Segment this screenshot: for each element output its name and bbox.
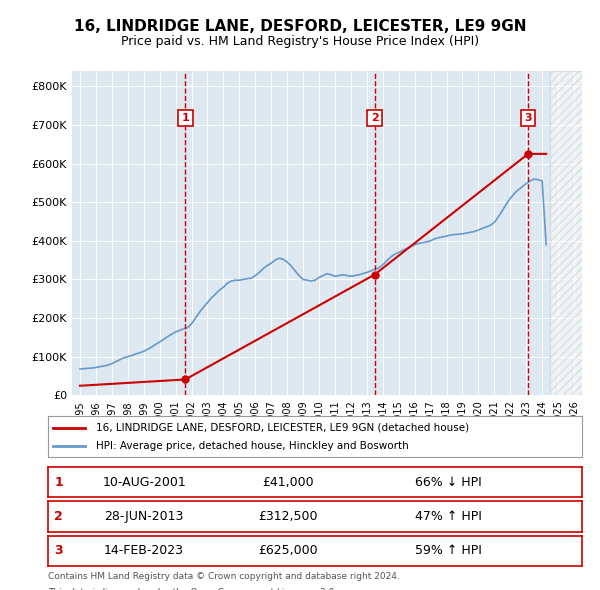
Text: 2: 2 bbox=[55, 510, 63, 523]
Text: £625,000: £625,000 bbox=[259, 544, 318, 557]
Text: 16, LINDRIDGE LANE, DESFORD, LEICESTER, LE9 9GN: 16, LINDRIDGE LANE, DESFORD, LEICESTER, … bbox=[74, 19, 526, 34]
Text: Contains HM Land Registry data © Crown copyright and database right 2024.: Contains HM Land Registry data © Crown c… bbox=[48, 572, 400, 581]
Text: 28-JUN-2013: 28-JUN-2013 bbox=[104, 510, 184, 523]
Text: 3: 3 bbox=[524, 113, 532, 123]
Text: 3: 3 bbox=[55, 544, 63, 557]
Text: £312,500: £312,500 bbox=[259, 510, 318, 523]
Text: 59% ↑ HPI: 59% ↑ HPI bbox=[415, 544, 482, 557]
Bar bbox=[550, 71, 582, 395]
Text: 66% ↓ HPI: 66% ↓ HPI bbox=[415, 476, 482, 489]
Text: £41,000: £41,000 bbox=[262, 476, 314, 489]
Text: 1: 1 bbox=[181, 113, 189, 123]
Text: This data is licensed under the Open Government Licence v3.0.: This data is licensed under the Open Gov… bbox=[48, 588, 337, 590]
Text: 47% ↑ HPI: 47% ↑ HPI bbox=[415, 510, 482, 523]
Text: 10-AUG-2001: 10-AUG-2001 bbox=[102, 476, 186, 489]
Text: 16, LINDRIDGE LANE, DESFORD, LEICESTER, LE9 9GN (detached house): 16, LINDRIDGE LANE, DESFORD, LEICESTER, … bbox=[96, 422, 469, 432]
Text: 1: 1 bbox=[55, 476, 63, 489]
Text: 2: 2 bbox=[371, 113, 379, 123]
Text: 14-FEB-2023: 14-FEB-2023 bbox=[104, 544, 184, 557]
Text: HPI: Average price, detached house, Hinckley and Bosworth: HPI: Average price, detached house, Hinc… bbox=[96, 441, 409, 451]
Text: Price paid vs. HM Land Registry's House Price Index (HPI): Price paid vs. HM Land Registry's House … bbox=[121, 35, 479, 48]
